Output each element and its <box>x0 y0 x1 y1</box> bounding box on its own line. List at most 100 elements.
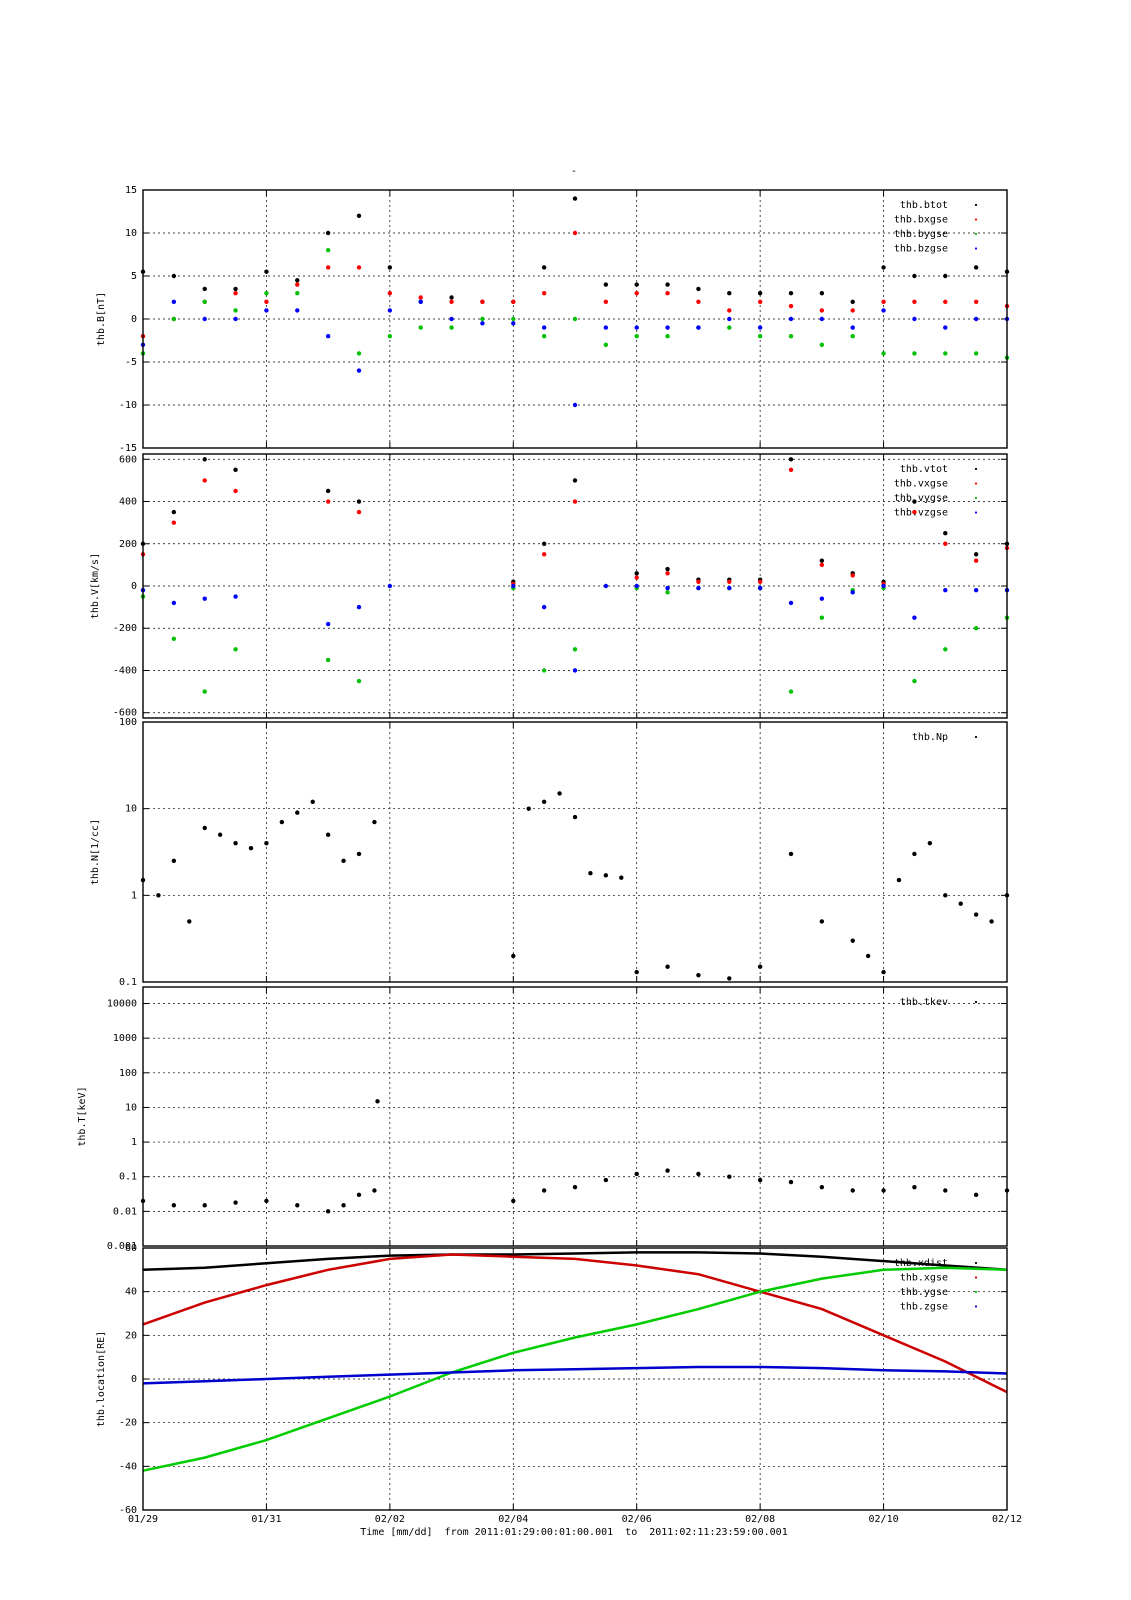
data-point <box>943 588 948 593</box>
legend-entry-label: thb.bygse <box>894 229 948 240</box>
data-point <box>665 964 670 969</box>
y-tick-label: 60 <box>125 1243 137 1254</box>
y-tick-label: 0 <box>131 314 137 325</box>
data-point <box>325 621 331 627</box>
series-thb-tkev <box>140 1099 1010 1214</box>
data-point <box>696 325 701 330</box>
data-point <box>788 303 794 309</box>
data-point <box>696 1171 701 1177</box>
data-point <box>233 1200 238 1205</box>
y-tick-label: 0 <box>131 581 137 592</box>
y-tick-label: 0.1 <box>119 1172 137 1183</box>
data-point <box>264 269 269 274</box>
data-point <box>912 299 917 304</box>
legend-marker <box>974 511 978 514</box>
y-tick-label: 0.001 <box>107 1241 137 1252</box>
data-point <box>233 308 238 313</box>
data-point <box>850 308 855 313</box>
data-point <box>943 647 948 652</box>
series-line <box>142 1253 1008 1394</box>
data-point <box>310 799 315 805</box>
legend-marker <box>974 482 978 485</box>
data-point <box>356 213 362 218</box>
data-point <box>541 668 547 673</box>
y-tick-label: -200 <box>113 623 137 634</box>
data-point <box>449 295 454 300</box>
data-point <box>572 668 578 673</box>
data-point <box>233 316 238 322</box>
y-tick-label: -15 <box>119 443 137 454</box>
data-point <box>264 308 269 313</box>
data-point <box>819 1184 825 1190</box>
data-point <box>295 308 300 313</box>
data-point <box>819 615 825 620</box>
data-point <box>264 840 269 846</box>
data-point <box>372 1188 377 1193</box>
data-point <box>356 678 362 684</box>
data-point <box>973 626 979 631</box>
data-point <box>727 1174 732 1179</box>
legend-marker <box>974 467 978 471</box>
data-point <box>356 851 362 857</box>
data-point <box>973 316 979 322</box>
data-point <box>557 791 562 796</box>
data-point <box>912 678 917 684</box>
data-point <box>634 325 639 330</box>
data-point <box>217 832 223 837</box>
data-point <box>912 851 917 857</box>
data-point <box>187 919 192 924</box>
data-point <box>233 467 238 473</box>
data-point <box>233 594 238 599</box>
data-point <box>449 316 454 322</box>
data-point <box>480 321 485 326</box>
data-point <box>264 1198 269 1204</box>
data-point <box>727 291 732 296</box>
legend-entry-label: thb.btot <box>900 200 948 211</box>
data-point <box>572 478 578 483</box>
data-point <box>634 282 639 287</box>
data-point <box>757 964 763 969</box>
data-point <box>295 1203 300 1208</box>
data-point <box>603 583 609 589</box>
data-point <box>665 566 670 572</box>
data-point <box>541 291 547 296</box>
series-thb-bygse <box>140 248 1010 360</box>
y-tick-label: 0.1 <box>119 977 137 988</box>
data-point <box>511 583 516 589</box>
data-point <box>541 541 547 546</box>
data-point <box>603 1177 609 1183</box>
data-point <box>171 600 177 606</box>
data-point <box>665 291 670 296</box>
data-point <box>850 590 855 595</box>
panel-N: 100 10 1 0.1 thb.Np thb.N[1/cc] <box>90 717 1010 988</box>
x-tick-label: 01/31 <box>251 1514 281 1525</box>
data-point <box>973 912 979 917</box>
data-point <box>989 919 994 924</box>
series-thb-bzgse <box>140 299 1010 408</box>
data-point <box>788 457 794 462</box>
data-point <box>819 596 825 601</box>
data-point <box>202 1203 207 1208</box>
data-point <box>202 316 207 322</box>
data-point <box>325 334 331 339</box>
data-point <box>727 325 732 330</box>
data-point <box>541 1188 547 1193</box>
data-point <box>788 316 794 322</box>
data-point <box>541 265 547 270</box>
data-point <box>511 953 516 959</box>
data-point <box>881 351 886 356</box>
legend-entry-label: thb.xgse <box>900 1273 948 1284</box>
data-point <box>603 873 609 878</box>
x-tick-label: 02/06 <box>622 1514 652 1525</box>
y-tick-label: 40 <box>125 1287 137 1298</box>
data-point <box>973 299 979 304</box>
panel-frame <box>142 189 1008 449</box>
data-point <box>372 819 377 825</box>
data-point <box>973 552 979 557</box>
data-point <box>927 840 933 846</box>
data-point <box>449 325 454 330</box>
panel-frame <box>142 1247 1008 1511</box>
data-point <box>541 799 547 805</box>
series-thb-vygse <box>140 585 1010 694</box>
